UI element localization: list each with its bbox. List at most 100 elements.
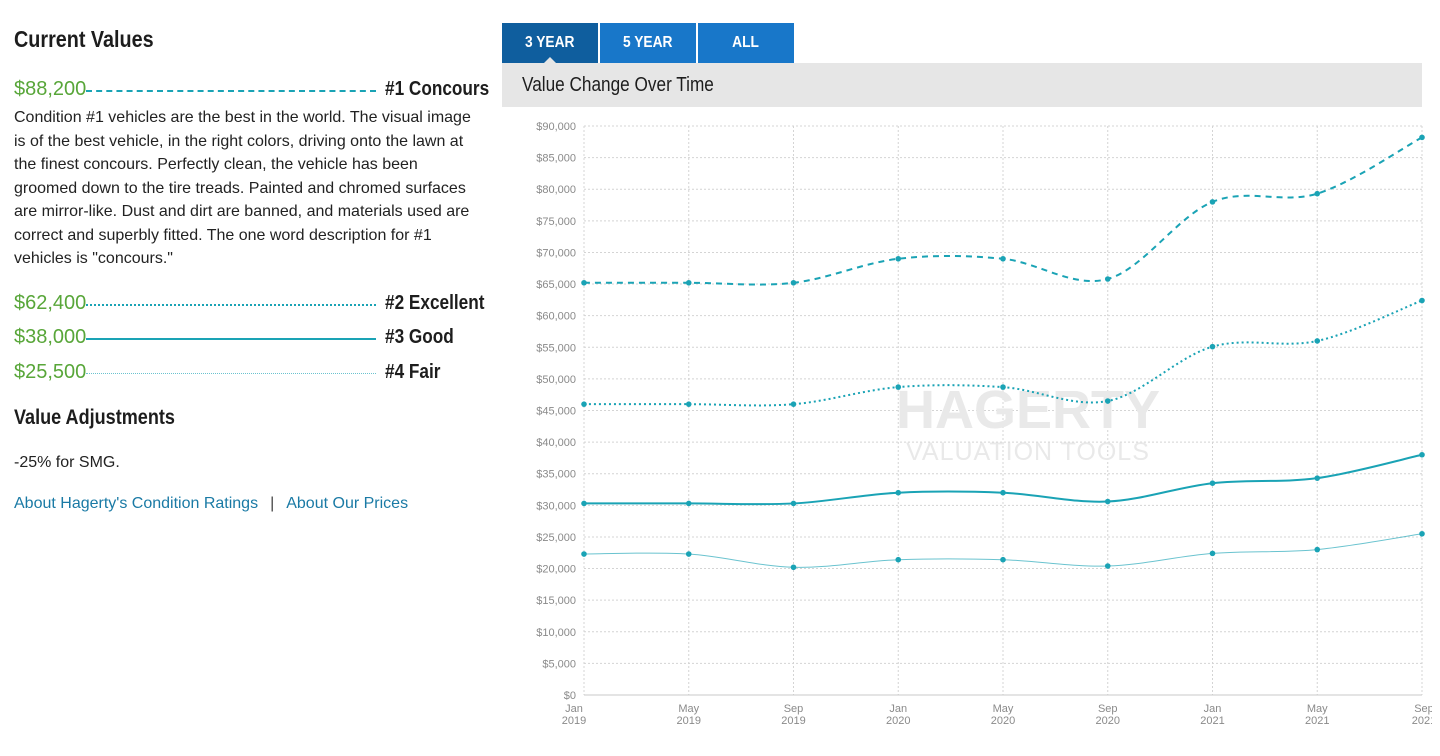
tab-label: ALL (732, 34, 760, 51)
value-label: #1 Concours (385, 78, 490, 100)
value-adjustments-text: -25% for SMG. (14, 454, 120, 471)
value-row-fair: $25,500 #4 Fair (14, 361, 484, 387)
data-point (895, 384, 902, 390)
y-tick-label: $55,000 (536, 342, 576, 354)
data-point (1314, 338, 1321, 344)
y-tick-label: $50,000 (536, 374, 576, 386)
y-tick-label: $60,000 (536, 311, 576, 323)
current-values-title: Current Values (14, 26, 154, 52)
condition-ratings-link[interactable]: About Hagerty's Condition Ratings (14, 495, 259, 512)
y-tick-label: $70,000 (536, 247, 576, 259)
x-tick-year: 2021 (1305, 715, 1329, 727)
y-tick-label: $90,000 (536, 121, 576, 133)
x-tick-month: Sep (1414, 703, 1432, 715)
watermark-logo: HAGERTY (896, 380, 1160, 440)
data-point (1104, 563, 1111, 569)
tab-label: 3 YEAR (525, 34, 575, 51)
about-prices-link[interactable]: About Our Prices (286, 495, 409, 512)
x-tick-month: Jan (565, 703, 583, 715)
x-tick-month: Sep (1098, 703, 1118, 715)
data-point (1209, 343, 1216, 350)
chart-header: Value Change Over Time (502, 63, 1422, 107)
data-point (1209, 480, 1216, 487)
x-tick-month: May (678, 703, 699, 715)
data-point (1104, 276, 1111, 282)
value-row-excellent: $62,400 #2 Excellent (14, 292, 484, 318)
data-point (1000, 489, 1006, 496)
y-tick-label: $45,000 (536, 406, 576, 418)
legend-line-thin (86, 373, 376, 374)
y-tick-label: $40,000 (536, 437, 576, 449)
data-point (895, 489, 902, 496)
chart-title: Value Change Over Time (522, 74, 714, 96)
data-point (581, 401, 587, 407)
value-label: #3 Good (385, 326, 454, 348)
y-tick-label: $80,000 (536, 184, 576, 196)
value-price: $62,400 (14, 292, 87, 314)
y-tick-label: $75,000 (536, 216, 576, 228)
y-tick-label: $85,000 (536, 153, 576, 165)
data-point (1000, 255, 1006, 262)
x-axis-ticks: Jan2019May2019Sep2019Jan2020May2020Sep20… (562, 703, 1432, 727)
data-point (790, 401, 797, 407)
link-separator: | (270, 495, 275, 512)
y-tick-label: $15,000 (536, 595, 576, 607)
data-point (685, 500, 692, 507)
data-point (1104, 398, 1111, 404)
data-point (581, 279, 587, 286)
data-point (1000, 384, 1006, 390)
data-point (790, 564, 797, 571)
y-tick-label: $20,000 (536, 564, 576, 576)
data-point (790, 500, 797, 507)
data-point (790, 279, 797, 286)
value-price: $38,000 (14, 326, 87, 348)
x-tick-year: 2020 (1096, 715, 1120, 727)
tab-all[interactable]: ALL (698, 23, 794, 63)
data-point (1419, 530, 1425, 537)
data-point (1314, 475, 1321, 481)
data-point (1000, 556, 1006, 563)
hagerty-watermark: HAGERTY VALUATION TOOLS (896, 380, 1160, 466)
x-tick-month: Sep (784, 703, 804, 715)
time-range-tabs: 3 YEAR 5 YEAR ALL (502, 23, 796, 64)
data-point (1209, 550, 1216, 557)
value-row-good: $38,000 #3 Good (14, 326, 484, 352)
legend-line-dotted (86, 304, 376, 306)
x-tick-month: Jan (1204, 703, 1222, 715)
y-tick-label: $65,000 (536, 279, 576, 291)
x-tick-month: Jan (889, 703, 907, 715)
y-tick-label: $10,000 (536, 627, 576, 639)
x-tick-year: 2019 (781, 715, 805, 727)
value-price: $88,200 (14, 78, 87, 100)
watermark-subtitle: VALUATION TOOLS (906, 438, 1150, 466)
data-point (895, 556, 902, 563)
tab-5-year[interactable]: 5 YEAR (600, 23, 696, 63)
data-point (1314, 546, 1321, 553)
value-chart: HAGERTY VALUATION TOOLS $0$5,000$10,000$… (536, 121, 1432, 727)
data-point (1419, 297, 1425, 304)
data-point (685, 551, 692, 557)
y-tick-label: $35,000 (536, 469, 576, 481)
data-point (1104, 498, 1111, 505)
value-adjustments-title: Value Adjustments (14, 406, 175, 429)
chart-grid (583, 125, 1423, 696)
x-tick-year: 2019 (677, 715, 701, 727)
x-tick-year: 2019 (562, 715, 586, 727)
y-axis-ticks: $0 $5,000 $10,000 $15,000 $20,000 $25,000 $30,… (536, 121, 576, 702)
data-point (581, 551, 587, 557)
x-tick-year: 2021 (1200, 715, 1224, 727)
x-tick-month: May (1307, 703, 1328, 715)
y-tick-label: $0 (564, 690, 576, 702)
data-point (685, 401, 692, 407)
data-point (1209, 199, 1216, 205)
value-row-concours: $88,200 #1 Concours (14, 78, 489, 104)
y-tick-label: $30,000 (536, 500, 576, 512)
data-point (1419, 134, 1425, 141)
value-label: #4 Fair (385, 361, 441, 383)
legend-line-dashed (86, 90, 376, 92)
tab-3-year[interactable]: 3 YEAR (502, 23, 598, 64)
data-point (685, 279, 692, 286)
condition-description: Condition #1 vehicles are the best in th… (14, 109, 471, 267)
x-tick-year: 2021 (1412, 715, 1432, 727)
tab-label: 5 YEAR (623, 34, 673, 51)
